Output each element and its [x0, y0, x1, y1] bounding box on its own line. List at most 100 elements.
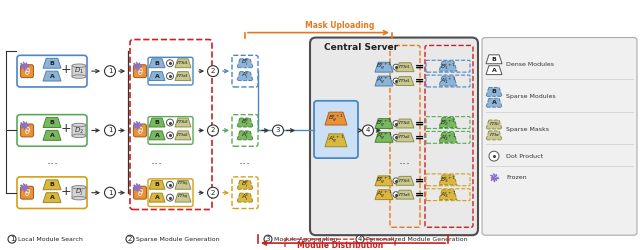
Text: $D_j$: $D_j$: [75, 187, 83, 198]
Polygon shape: [396, 133, 414, 142]
Circle shape: [362, 125, 374, 136]
Polygon shape: [439, 132, 457, 142]
Text: $\theta$: $\theta$: [24, 187, 31, 198]
Circle shape: [166, 60, 173, 67]
Text: $A_{i}^t$: $A_{i}^t$: [241, 71, 250, 81]
Text: Mask Uploading: Mask Uploading: [305, 21, 374, 30]
Circle shape: [393, 134, 399, 140]
Text: $\theta$: $\theta$: [24, 125, 31, 136]
Circle shape: [356, 235, 364, 243]
Circle shape: [166, 73, 173, 80]
Ellipse shape: [72, 75, 86, 78]
Circle shape: [104, 66, 115, 76]
Text: $B_g^{t+1}$: $B_g^{t+1}$: [328, 112, 344, 125]
Circle shape: [207, 66, 218, 76]
Text: $m_a$: $m_a$: [489, 132, 499, 139]
FancyBboxPatch shape: [482, 38, 637, 235]
Text: 2: 2: [128, 236, 132, 242]
Circle shape: [264, 235, 272, 243]
FancyBboxPatch shape: [20, 124, 33, 137]
Polygon shape: [43, 58, 61, 68]
Text: +: +: [61, 185, 71, 198]
Text: B: B: [155, 120, 159, 125]
Text: $A_{i}^t$: $A_{i}^t$: [241, 192, 250, 203]
Text: Sparse Masks: Sparse Masks: [506, 127, 549, 132]
Text: B: B: [492, 90, 497, 94]
Circle shape: [489, 151, 499, 161]
FancyBboxPatch shape: [134, 124, 147, 137]
Text: $A_g^{t+1}$: $A_g^{t+1}$: [328, 134, 344, 146]
Text: $B_{i}^t$: $B_{i}^t$: [241, 58, 249, 68]
Polygon shape: [439, 190, 457, 200]
Polygon shape: [149, 118, 165, 127]
Text: A: A: [155, 195, 159, 200]
Text: Frozen: Frozen: [506, 175, 527, 180]
Text: +: +: [61, 122, 71, 136]
Polygon shape: [149, 193, 165, 202]
Circle shape: [166, 132, 173, 139]
Text: 3: 3: [276, 128, 280, 134]
Text: $\theta$: $\theta$: [136, 187, 143, 198]
Polygon shape: [375, 176, 393, 186]
Text: $D_1$: $D_1$: [74, 66, 84, 76]
Polygon shape: [439, 76, 457, 86]
Text: 1: 1: [108, 190, 112, 196]
Polygon shape: [396, 190, 414, 199]
Text: $m_{bj}$: $m_{bj}$: [177, 180, 189, 190]
Circle shape: [166, 194, 173, 201]
Polygon shape: [375, 190, 393, 200]
Polygon shape: [237, 193, 253, 202]
Text: =: =: [415, 118, 424, 128]
Text: $m_{b3}$: $m_{b3}$: [398, 177, 412, 185]
Polygon shape: [325, 112, 347, 125]
Text: $m_{b2}$: $m_{b2}$: [177, 118, 189, 126]
Text: =: =: [415, 190, 424, 200]
Text: $A_{i}^t$: $A_{i}^t$: [241, 130, 250, 140]
FancyBboxPatch shape: [20, 186, 33, 199]
Text: ...: ...: [47, 154, 59, 166]
Circle shape: [166, 119, 173, 126]
Text: A: A: [155, 74, 159, 78]
Text: $A_3^{t+1}$: $A_3^{t+1}$: [440, 189, 456, 200]
Polygon shape: [486, 88, 502, 96]
FancyBboxPatch shape: [72, 187, 86, 198]
Text: A: A: [155, 133, 159, 138]
Text: 4: 4: [358, 236, 362, 242]
Ellipse shape: [72, 186, 86, 189]
Polygon shape: [43, 130, 61, 140]
Polygon shape: [396, 176, 414, 185]
Text: B: B: [49, 120, 54, 125]
Polygon shape: [149, 59, 165, 68]
Text: $B_{i}^t$: $B_{i}^t$: [241, 180, 249, 190]
Text: B: B: [492, 57, 497, 62]
Text: Central Server: Central Server: [324, 43, 398, 52]
Text: $B_g^{t+1}$: $B_g^{t+1}$: [376, 118, 392, 130]
Circle shape: [104, 187, 115, 198]
Text: 2: 2: [211, 68, 215, 74]
Text: $\theta$: $\theta$: [24, 66, 31, 77]
Circle shape: [207, 125, 218, 136]
Text: 1: 1: [10, 236, 14, 242]
Polygon shape: [175, 131, 191, 140]
Text: $B_g^{t+1}$: $B_g^{t+1}$: [376, 175, 392, 187]
Ellipse shape: [72, 134, 86, 138]
Polygon shape: [396, 76, 414, 86]
Polygon shape: [375, 76, 393, 86]
Polygon shape: [325, 134, 347, 147]
Ellipse shape: [72, 64, 86, 68]
Text: B: B: [155, 61, 159, 66]
Text: Module Aggregation: Module Aggregation: [274, 237, 337, 242]
Polygon shape: [175, 118, 191, 127]
Text: Sparse Modules: Sparse Modules: [506, 94, 556, 99]
Text: Local Module Search: Local Module Search: [18, 237, 83, 242]
Text: $B_{i}^t$: $B_{i}^t$: [241, 117, 249, 128]
Polygon shape: [43, 71, 61, 81]
Text: B: B: [49, 61, 54, 66]
Text: $B_3^{t+1}$: $B_3^{t+1}$: [440, 174, 456, 185]
Text: A: A: [49, 195, 54, 200]
Text: =: =: [415, 62, 424, 72]
Polygon shape: [149, 72, 165, 80]
FancyBboxPatch shape: [134, 65, 147, 78]
Text: =: =: [415, 76, 424, 86]
FancyBboxPatch shape: [72, 125, 86, 136]
